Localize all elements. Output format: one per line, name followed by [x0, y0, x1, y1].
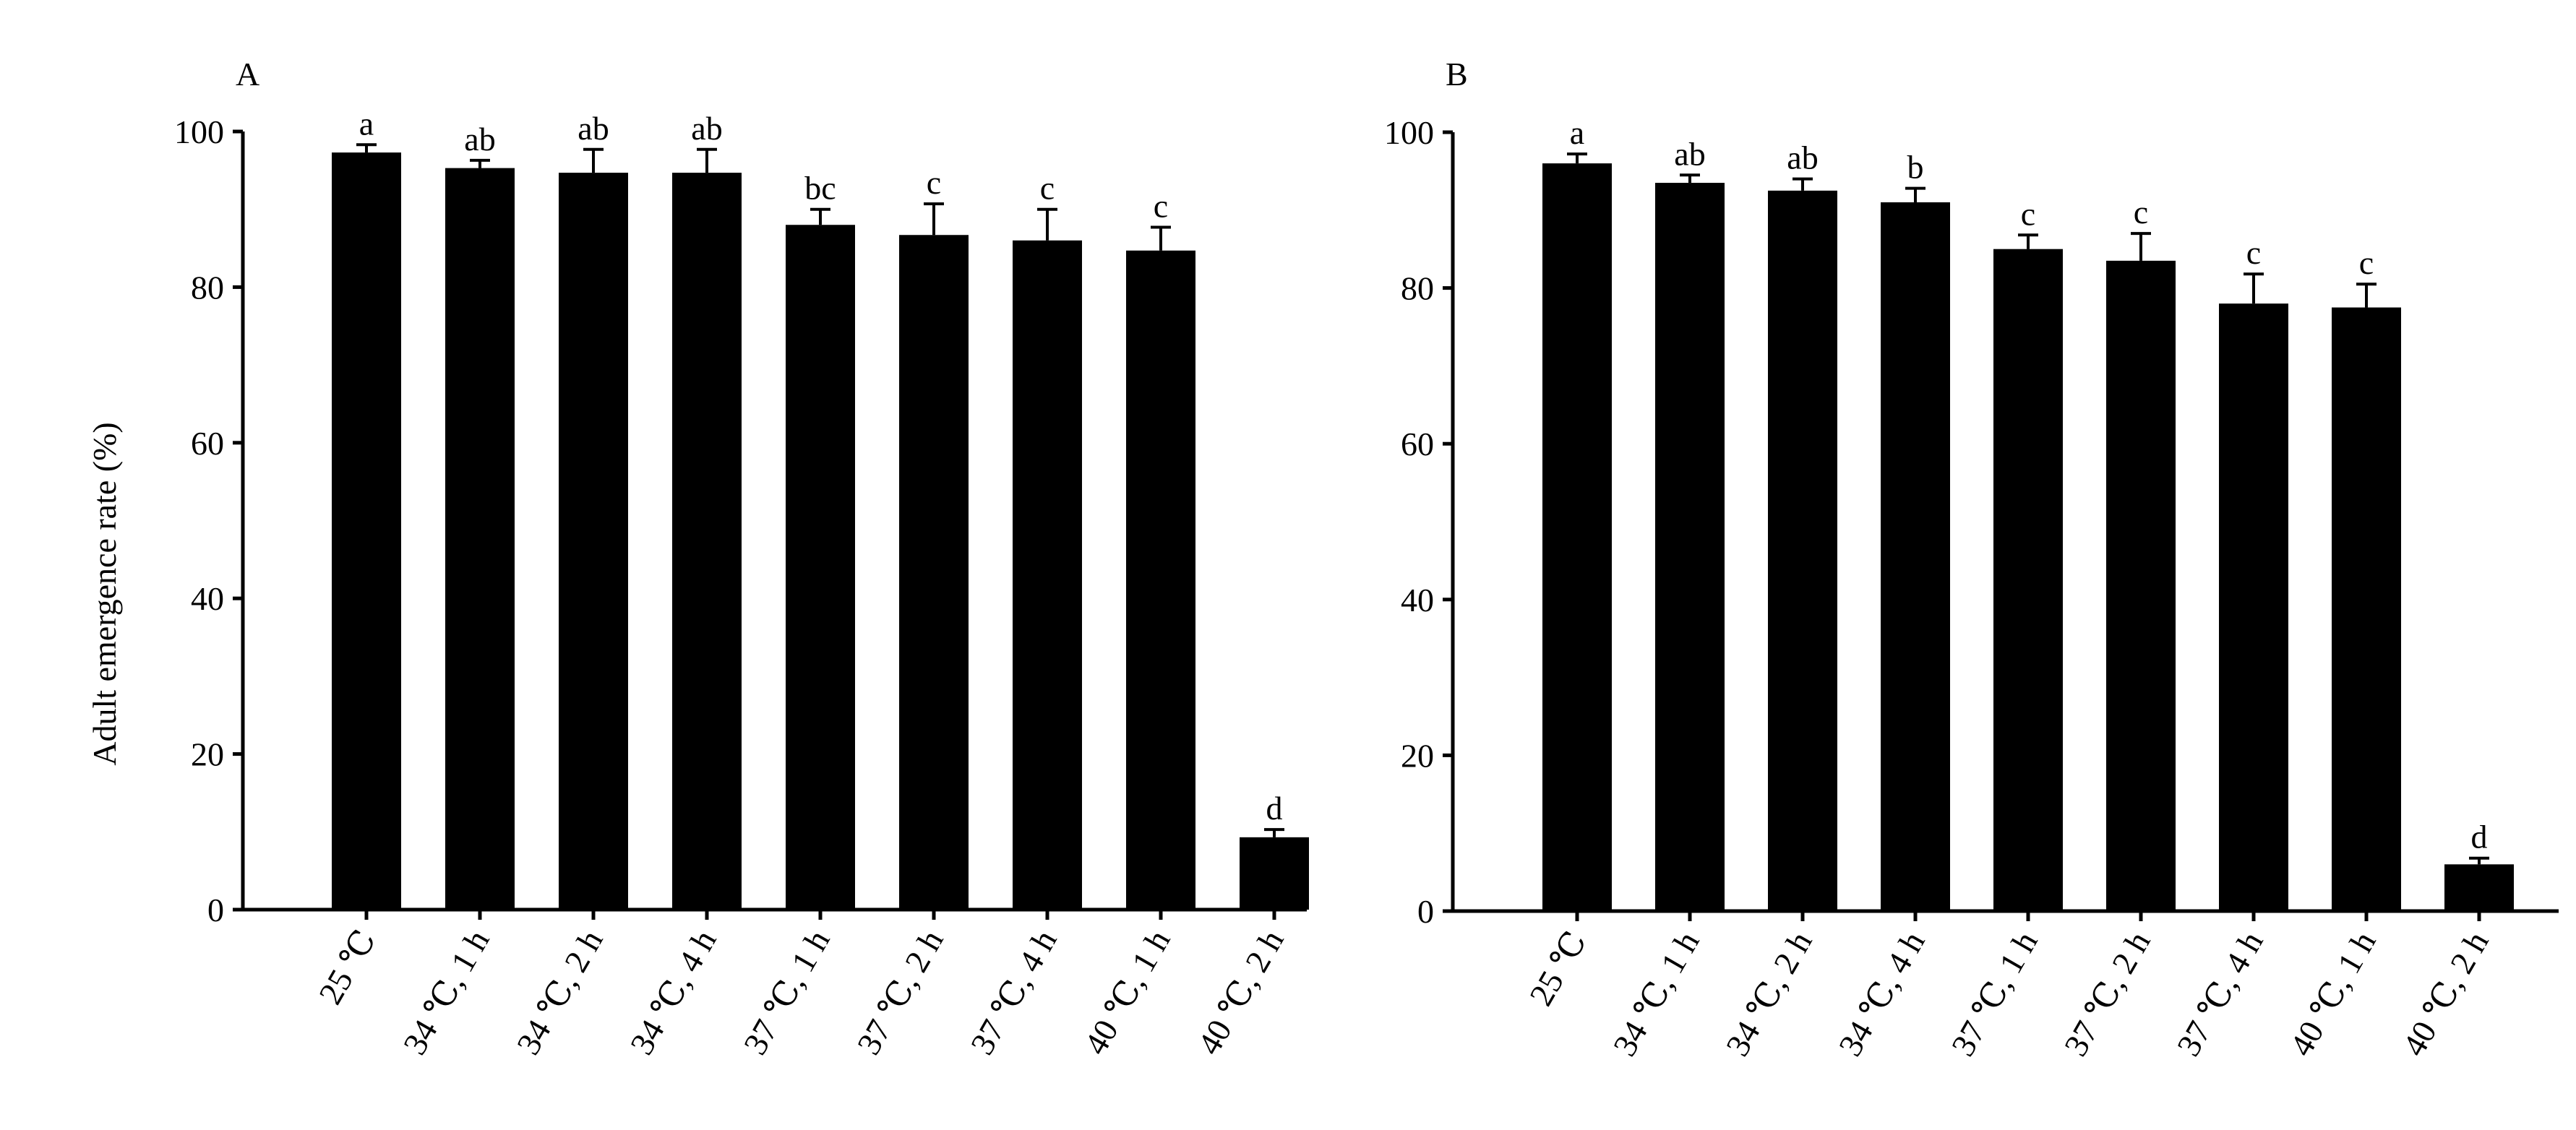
bar [899, 235, 969, 910]
significance-label: ab [578, 110, 609, 147]
bar [1240, 837, 1309, 910]
y-tick-label: 60 [191, 425, 224, 462]
y-tick-label: 40 [1401, 582, 1434, 618]
significance-label: c [927, 164, 941, 201]
bar [1768, 190, 1837, 912]
significance-label: ab [1674, 135, 1705, 172]
panel-a-y-axis-title: Adult emergence rate (%) [86, 422, 123, 766]
bar [2444, 864, 2514, 911]
significance-label: c [1154, 187, 1168, 224]
panel-a-letter: A [236, 56, 259, 92]
significance-label: a [1570, 114, 1584, 151]
significance-label: ab [691, 110, 722, 147]
bar [1881, 202, 1950, 911]
significance-label: c [2021, 195, 2035, 232]
bar [2219, 303, 2288, 911]
significance-label: d [1266, 790, 1283, 827]
bar [2332, 307, 2401, 911]
bar [1655, 183, 1725, 911]
y-tick-label: 80 [191, 269, 224, 306]
panel-b-letter: B [1446, 56, 1468, 92]
bar [672, 173, 742, 910]
significance-label: d [2471, 819, 2488, 855]
bar [1013, 240, 1082, 910]
bar [1126, 250, 1195, 910]
bar [1542, 163, 1612, 911]
bar [2106, 260, 2176, 911]
y-tick-label: 100 [174, 113, 224, 150]
significance-label: c [2246, 234, 2261, 271]
significance-label: ab [1787, 139, 1818, 176]
y-tick-label: 0 [207, 892, 224, 928]
significance-label: bc [804, 170, 836, 207]
significance-label: c [1040, 170, 1055, 207]
y-tick-label: 0 [1417, 893, 1434, 930]
bar [1993, 249, 2063, 911]
significance-label: ab [464, 121, 495, 158]
significance-label: a [359, 105, 374, 142]
y-tick-label: 20 [191, 736, 224, 773]
bar [445, 168, 515, 910]
significance-label: c [2134, 194, 2148, 230]
y-tick-label: 100 [1384, 114, 1434, 151]
y-tick-label: 60 [1401, 426, 1434, 462]
significance-label: b [1907, 149, 1924, 186]
bar [559, 173, 628, 910]
bar [786, 225, 855, 910]
y-tick-label: 20 [1401, 737, 1434, 774]
bar [332, 152, 401, 910]
y-tick-label: 80 [1401, 270, 1434, 307]
y-tick-label: 40 [191, 580, 224, 617]
significance-label: c [2359, 244, 2374, 281]
